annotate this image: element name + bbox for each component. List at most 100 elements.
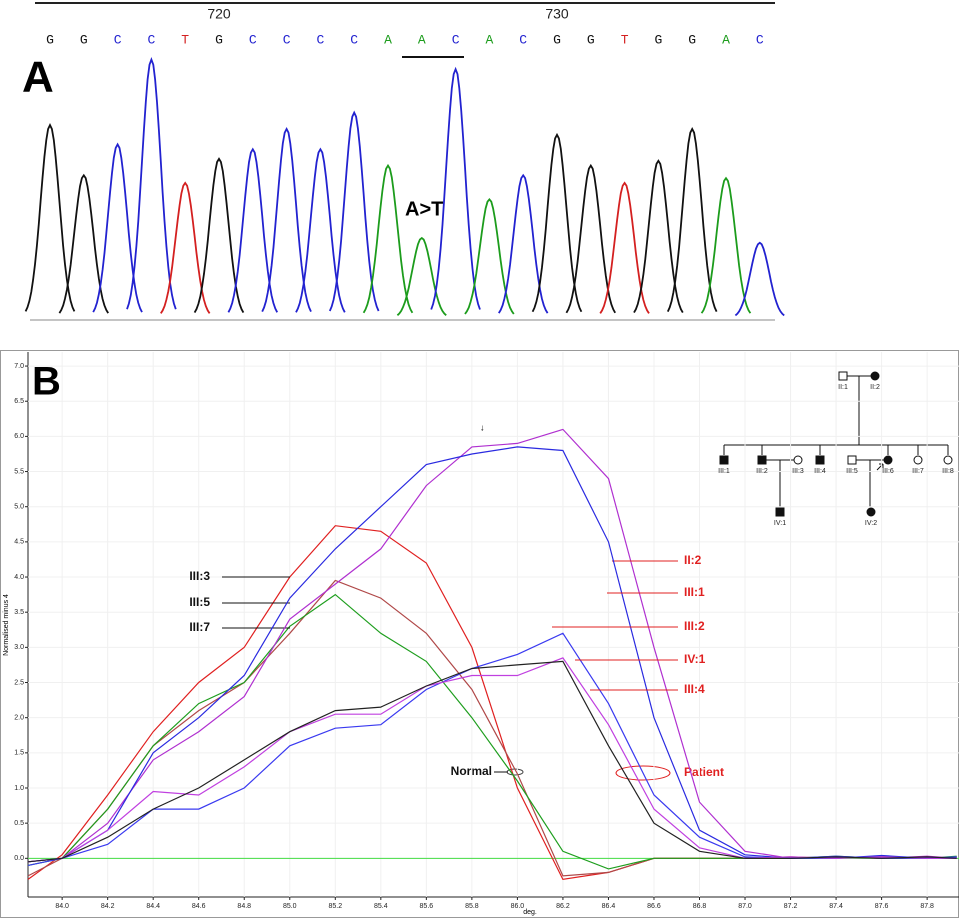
y-tick-label: 1.5: [14, 750, 24, 757]
peak: [126, 57, 177, 310]
peak: [633, 159, 684, 314]
x-tick-label: 87.6: [875, 903, 889, 910]
x-tick-label: 85.8: [465, 903, 479, 910]
pedigree-label: III:2: [756, 468, 768, 475]
peak: [498, 173, 549, 314]
peak: [193, 157, 245, 314]
base-call: G: [46, 32, 54, 47]
base-call: G: [80, 32, 88, 47]
y-tick-label: 0.5: [14, 820, 24, 827]
x-tick-label: 85.0: [283, 903, 297, 910]
pedigree-label: III:6: [882, 468, 894, 475]
series-label: III:2: [684, 619, 705, 633]
pedigree-male: [775, 507, 785, 517]
pedigree-male: [719, 455, 729, 465]
x-tick-label: 84.6: [192, 903, 206, 910]
base-call: C: [283, 32, 291, 47]
series-label: II:2: [684, 553, 702, 567]
y-tick-label: 1.0: [14, 785, 24, 792]
x-tick-label: 86.6: [647, 903, 661, 910]
series-label: III:3: [189, 569, 210, 583]
x-tick-label: 87.4: [829, 903, 843, 910]
base-call: G: [587, 32, 595, 47]
pedigree-female: [943, 455, 953, 465]
x-tick-label: 86.8: [693, 903, 707, 910]
pedigree-label: III:7: [912, 468, 924, 475]
pedigree-male: [838, 371, 848, 381]
base-call: A: [722, 32, 730, 47]
base-call: A: [384, 32, 392, 47]
x-tick-label: 85.2: [328, 903, 342, 910]
melt-curve: [27, 660, 957, 863]
base-call: C: [316, 32, 324, 47]
y-tick-label: 3.0: [14, 644, 24, 651]
y-tick-label: 2.0: [14, 715, 24, 722]
patient-label: Patient: [684, 765, 724, 779]
pedigree-label: III:3: [792, 468, 804, 475]
base-call: C: [114, 32, 122, 47]
peak: [666, 127, 718, 312]
base-call: A: [418, 32, 426, 47]
y-tick-label: 2.5: [14, 679, 24, 686]
base-call: C: [519, 32, 527, 47]
pedigree-label: II:2: [870, 384, 880, 391]
y-tick-label: 4.5: [14, 539, 24, 546]
y-tick-label: 7.0: [14, 363, 24, 370]
peak: [531, 132, 583, 313]
panel-label: A: [22, 53, 54, 102]
base-call: C: [756, 32, 764, 47]
pedigree-label: IV:1: [774, 520, 786, 527]
mutation-label: A>T: [405, 198, 443, 220]
base-call: C: [452, 32, 460, 47]
peak: [734, 241, 785, 317]
series-label: III:7: [189, 620, 210, 634]
peak: [160, 181, 211, 314]
pedigree-label: II:1: [838, 384, 848, 391]
normal-label: Normal: [451, 764, 492, 778]
y-tick-label: 6.5: [14, 398, 24, 405]
y-tick-label: 0.0: [14, 855, 24, 862]
y-tick-label: 4.0: [14, 574, 24, 581]
base-call: A: [485, 32, 493, 47]
base-call: C: [350, 32, 358, 47]
x-tick-label: 87.2: [784, 903, 798, 910]
peak: [92, 142, 143, 313]
y-tick-label: 5.0: [14, 504, 24, 511]
base-call: C: [249, 32, 257, 47]
x-tick-label: 84.2: [101, 903, 115, 910]
series-label: III:1: [684, 585, 705, 599]
pedigree-male: [815, 455, 825, 465]
position-label: 730: [545, 6, 569, 22]
base-call: C: [147, 32, 155, 47]
x-tick-label: 86.2: [556, 903, 570, 910]
peak: [565, 163, 616, 314]
arrow-mark: ↓: [480, 422, 485, 432]
melt-curve: [27, 446, 957, 863]
base-call: G: [654, 32, 662, 47]
peak: [24, 123, 76, 312]
x-tick-label: 85.6: [420, 903, 434, 910]
y-tick-label: 3.5: [14, 609, 24, 616]
x-tick-label: 84.8: [237, 903, 251, 910]
x-tick-label: 85.4: [374, 903, 388, 910]
pedigree-label: III:4: [814, 468, 826, 475]
x-axis-label: deg.: [523, 909, 537, 916]
peak: [700, 176, 752, 314]
y-tick-label: 5.5: [14, 468, 24, 475]
base-call: T: [621, 32, 629, 47]
peak: [295, 147, 346, 313]
base-call: G: [553, 32, 561, 47]
base-call: G: [215, 32, 223, 47]
pedigree-female: [870, 371, 880, 381]
pedigree-female: [883, 455, 893, 465]
pedigree-female: [913, 455, 923, 465]
pedigree-label: III:1: [718, 468, 730, 475]
x-tick-label: 87.0: [738, 903, 752, 910]
pedigree-label: III:8: [942, 468, 954, 475]
x-tick-label: 84.4: [146, 903, 160, 910]
panel-label: B: [32, 360, 61, 404]
peak: [464, 197, 515, 315]
peak: [58, 173, 109, 314]
x-tick-label: 86.4: [602, 903, 616, 910]
x-tick-label: 87.8: [920, 903, 934, 910]
